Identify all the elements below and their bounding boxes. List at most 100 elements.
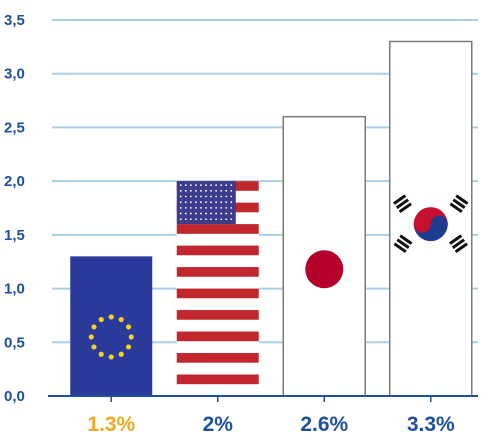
us-star bbox=[225, 195, 228, 198]
us-star bbox=[225, 212, 228, 215]
trigram-bar bbox=[454, 242, 468, 254]
us-star bbox=[205, 184, 207, 187]
eu-star bbox=[125, 324, 132, 330]
us-star bbox=[205, 195, 207, 198]
eu-star bbox=[128, 334, 134, 340]
us-star bbox=[179, 189, 182, 192]
us-star bbox=[215, 218, 218, 221]
eu-star bbox=[91, 324, 97, 330]
us-star bbox=[195, 184, 197, 187]
y-tick-label: 3,0 bbox=[4, 66, 25, 83]
us-star bbox=[225, 201, 228, 204]
us-star bbox=[210, 184, 212, 187]
trigram bbox=[393, 234, 413, 254]
us-star bbox=[210, 195, 212, 198]
us-star bbox=[179, 212, 182, 215]
trigram bbox=[449, 194, 469, 214]
trigram-bar bbox=[399, 234, 413, 245]
bar-usa bbox=[176, 181, 259, 396]
us-star bbox=[220, 201, 223, 204]
us-star bbox=[220, 189, 223, 192]
us-star bbox=[179, 206, 182, 209]
us-star bbox=[184, 218, 187, 221]
us-star bbox=[184, 201, 187, 204]
data-label: 2.6% bbox=[300, 413, 348, 436]
us-star bbox=[200, 195, 202, 198]
y-axis-tick-labels: 0,0 0,5 1,0 1,5 2,0 2,5 3,0 3,5 bbox=[4, 12, 25, 405]
eu-star bbox=[118, 351, 124, 357]
us-stripe bbox=[176, 353, 259, 363]
y-tick-label: 0,0 bbox=[4, 388, 25, 405]
trigram-bar bbox=[398, 202, 412, 214]
x-axis bbox=[48, 395, 478, 402]
us-stripe bbox=[176, 374, 259, 385]
us-star bbox=[210, 189, 212, 192]
us-star bbox=[195, 189, 197, 192]
trigram bbox=[393, 194, 412, 214]
us-star bbox=[215, 206, 218, 209]
us-star bbox=[195, 218, 197, 221]
trigram-bar bbox=[451, 238, 466, 249]
trigram-bar bbox=[449, 234, 463, 245]
us-star bbox=[220, 184, 223, 187]
us-stripe bbox=[176, 331, 259, 342]
bar-japan bbox=[282, 115, 366, 397]
us-star bbox=[230, 195, 233, 198]
us-stripe bbox=[176, 310, 259, 320]
us-star bbox=[230, 184, 233, 187]
us-star bbox=[210, 218, 212, 221]
us-star bbox=[225, 218, 228, 221]
us-star bbox=[215, 184, 218, 187]
bar-eu-fill bbox=[70, 256, 153, 396]
data-label: 2% bbox=[203, 413, 234, 436]
bar-eu bbox=[70, 256, 153, 396]
us-star bbox=[179, 184, 182, 187]
data-label: 1.3% bbox=[87, 413, 135, 436]
us-star bbox=[220, 195, 223, 198]
eu-star bbox=[108, 314, 114, 320]
us-star bbox=[195, 206, 197, 209]
trigram-bar bbox=[393, 242, 407, 254]
us-star bbox=[215, 212, 218, 215]
us-star bbox=[184, 195, 187, 198]
trigram-bar bbox=[455, 194, 469, 205]
us-stripe bbox=[176, 245, 259, 256]
us-star bbox=[210, 206, 212, 209]
us-star bbox=[200, 218, 202, 221]
eu-star bbox=[91, 344, 97, 350]
us-star bbox=[225, 184, 228, 187]
taegeuk-red-lobe bbox=[413, 215, 431, 233]
us-star bbox=[189, 212, 192, 215]
us-star bbox=[205, 206, 207, 209]
bar-korea bbox=[389, 40, 473, 397]
us-star bbox=[225, 206, 228, 209]
us-star bbox=[189, 201, 192, 204]
us-star bbox=[205, 218, 207, 221]
trigram bbox=[449, 234, 468, 254]
us-star bbox=[205, 189, 207, 192]
trigram-bar bbox=[395, 198, 410, 209]
us-star bbox=[215, 189, 218, 192]
us-star bbox=[184, 212, 187, 215]
us-star bbox=[220, 212, 223, 215]
us-stripe bbox=[176, 267, 259, 277]
us-star bbox=[230, 218, 233, 221]
us-star bbox=[195, 212, 197, 215]
us-star bbox=[205, 201, 207, 204]
eu-star bbox=[125, 344, 132, 350]
us-star bbox=[225, 189, 228, 192]
us-star bbox=[220, 218, 223, 221]
us-star bbox=[210, 212, 212, 215]
us-star bbox=[179, 201, 182, 204]
us-star bbox=[200, 189, 202, 192]
us-star bbox=[200, 184, 202, 187]
us-star bbox=[220, 206, 223, 209]
us-star bbox=[184, 189, 187, 192]
eu-star bbox=[118, 316, 124, 323]
us-star bbox=[230, 206, 233, 209]
y-tick-label: 1,5 bbox=[4, 227, 25, 244]
eu-star bbox=[98, 351, 104, 357]
data-labels: 1.3% 2% 2.6% 3.3% bbox=[87, 413, 455, 436]
us-star bbox=[200, 212, 202, 215]
